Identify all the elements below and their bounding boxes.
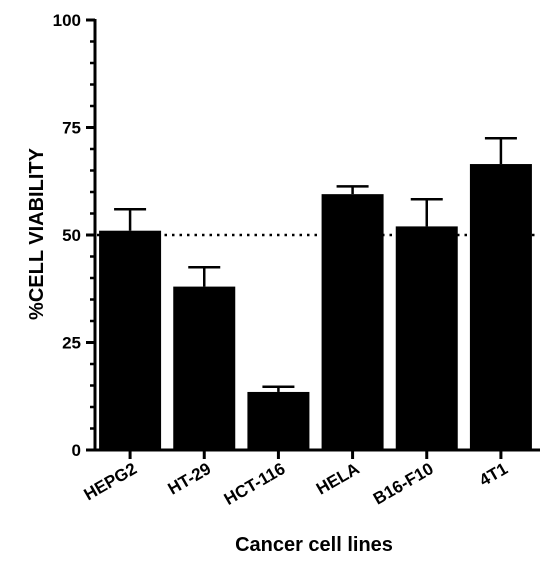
y-tick-label: 50 [62, 226, 81, 245]
bar [321, 194, 384, 450]
bar [469, 164, 532, 451]
x-tick-label: HCT-116 [221, 459, 289, 509]
y-tick-label: 75 [62, 119, 81, 138]
bar [173, 286, 236, 450]
bar [99, 230, 162, 450]
x-tick-label: HELA [313, 459, 363, 499]
y-axis: 0 25 50 75 100 [53, 11, 97, 460]
bar [247, 391, 310, 450]
y-axis-title: %CELL VIABILITY [26, 147, 48, 320]
y-tick-label: 100 [53, 11, 81, 30]
x-tick-label: HEPG2 [81, 459, 140, 504]
x-tick-label: B16-F10 [370, 459, 437, 509]
x-tick-label: HT-29 [165, 459, 215, 499]
x-tick-label: 4T1 [476, 459, 511, 490]
y-tick-label: 0 [72, 441, 81, 460]
bars-layer [99, 137, 532, 451]
x-axis-title: Cancer cell lines [235, 534, 393, 556]
x-axis: HEPG2 HT-29 HCT-116 HELA B16-F10 4T1 [81, 448, 540, 509]
bar [395, 226, 458, 450]
y-tick-label: 25 [62, 334, 81, 353]
